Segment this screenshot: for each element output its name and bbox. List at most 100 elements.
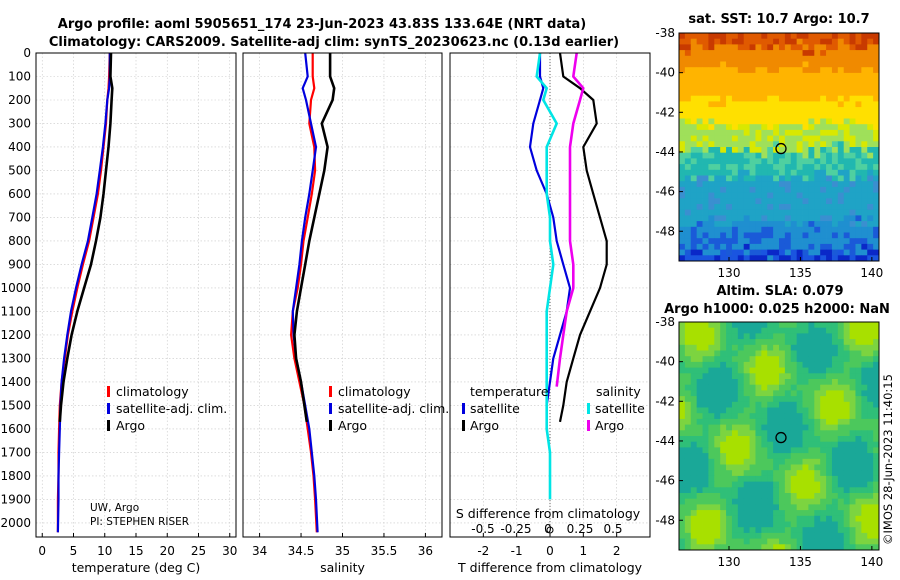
map-cell — [849, 44, 856, 51]
map-cell — [702, 390, 709, 397]
map-cell — [831, 407, 839, 414]
map-cell — [855, 475, 862, 482]
map-cell — [855, 169, 862, 176]
map-cell — [743, 204, 750, 211]
map-cell — [679, 413, 686, 420]
map-cell — [784, 418, 792, 425]
map-cell — [684, 322, 692, 329]
map-cell — [684, 361, 692, 368]
map-cell — [861, 118, 868, 125]
map-cell — [726, 129, 733, 136]
map-cell — [761, 538, 768, 545]
map-cell — [726, 470, 733, 477]
map-cell — [837, 44, 845, 51]
map-cell — [843, 95, 850, 102]
map-cell — [784, 447, 792, 454]
map-cell — [731, 95, 739, 102]
map-cell — [690, 55, 698, 62]
map-cell — [767, 147, 774, 154]
map-cell — [726, 221, 733, 228]
map-cell — [790, 441, 798, 448]
map-cell — [849, 344, 856, 351]
map-cell — [767, 141, 774, 148]
map-cell — [684, 436, 692, 443]
map-y-tick-label: -48 — [655, 513, 675, 527]
map-cell — [696, 384, 703, 391]
map-cell — [796, 84, 803, 91]
map-cell — [773, 38, 780, 45]
map-cell — [784, 436, 792, 443]
map-cell — [737, 470, 745, 477]
map-cell — [743, 152, 750, 159]
map-cell — [796, 238, 803, 245]
map-cell — [826, 186, 833, 193]
map-cell — [796, 396, 803, 403]
y-tick-label: 800 — [8, 234, 31, 248]
map-cell — [873, 527, 880, 534]
map-cell — [767, 327, 774, 334]
map-cell — [831, 181, 839, 188]
map-cell — [696, 401, 703, 408]
map-cell — [867, 401, 874, 408]
map-cell — [761, 232, 768, 239]
map-cell — [773, 204, 780, 211]
map-cell — [720, 475, 727, 482]
map-cell — [849, 322, 856, 329]
map-cell — [708, 67, 715, 74]
map-cell — [714, 487, 721, 494]
map-cell — [690, 544, 698, 551]
map-cell — [796, 164, 803, 171]
map-cell — [820, 221, 827, 228]
map-cell — [696, 470, 703, 477]
map-cell — [779, 361, 786, 368]
map-cell — [831, 72, 839, 79]
map-cell — [826, 84, 833, 91]
map-cell — [773, 339, 780, 346]
map-cell — [690, 396, 698, 403]
map-cell — [855, 447, 862, 454]
map-cell — [843, 198, 850, 205]
map-cell — [761, 78, 768, 85]
map-cell — [873, 255, 880, 262]
map-cell — [708, 61, 715, 68]
map-cell — [708, 373, 715, 380]
map-cell — [861, 95, 868, 102]
map-cell — [849, 33, 856, 40]
map-cell — [867, 475, 874, 482]
map-cell — [867, 390, 874, 397]
y-tick-label: 1800 — [0, 469, 31, 483]
map-cell — [796, 112, 803, 119]
legend-swatch-t-satellite — [462, 403, 465, 414]
map-cell — [796, 447, 803, 454]
map-cell — [784, 209, 792, 216]
map-cell — [755, 135, 762, 142]
map-cell — [790, 215, 798, 222]
map-cell — [820, 475, 827, 482]
map-cell — [843, 424, 850, 431]
map-cell — [720, 204, 727, 211]
map-cell — [808, 38, 815, 45]
map-cell — [873, 90, 880, 97]
series-line-argo — [293, 53, 336, 423]
map-cell — [784, 487, 792, 494]
y-tick-label: 1700 — [0, 445, 31, 459]
map-cell — [837, 175, 845, 182]
map-cell — [773, 95, 780, 102]
map-cell — [814, 135, 821, 142]
x-tick-label: 0 — [38, 544, 46, 558]
map-cell — [779, 44, 786, 51]
map-cell — [814, 164, 821, 171]
map-cell — [784, 221, 792, 228]
map-cell — [802, 504, 809, 511]
map-cell — [679, 384, 686, 391]
map-cell — [867, 350, 874, 357]
map-cell — [796, 255, 803, 262]
map-cell — [855, 72, 862, 79]
map-cell — [784, 544, 792, 551]
map-cell — [849, 470, 856, 477]
map-cell — [779, 226, 786, 233]
map-cell — [755, 169, 762, 176]
map-cell — [826, 255, 833, 262]
map-cell — [743, 356, 750, 363]
map-cell — [779, 209, 786, 216]
